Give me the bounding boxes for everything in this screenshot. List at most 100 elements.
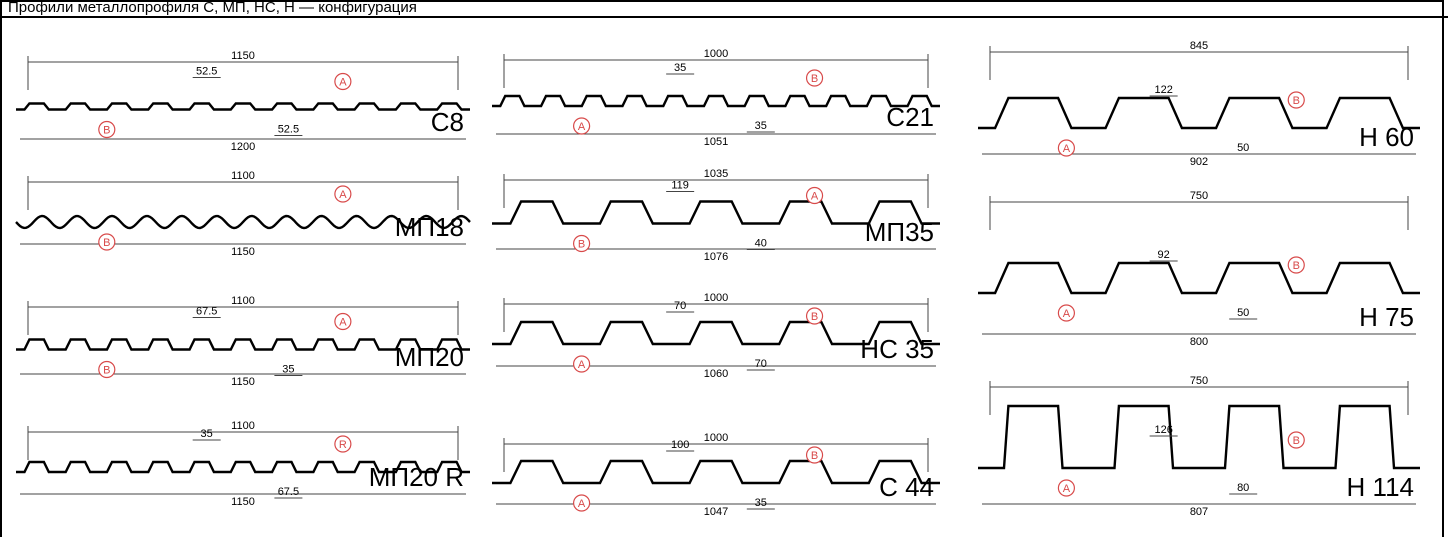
bottom-dimension-label: 1076	[704, 251, 728, 263]
marker-circle	[805, 446, 824, 464]
header-caption: Профили металлопрофиля С, МП, НС, Н — ко…	[8, 0, 417, 16]
marker-circle	[1287, 91, 1305, 109]
bottom-dimension-label: 1150	[231, 376, 255, 388]
marker-label: A	[578, 359, 586, 371]
inner-dimension-label: 67.5	[278, 486, 299, 498]
profile-name: H 75	[1359, 302, 1414, 332]
inner-dimension-label: 70	[674, 300, 686, 312]
inner-dimension-label: 50	[1237, 307, 1249, 319]
marker-circle	[572, 234, 591, 253]
bottom-dimension-label: 1150	[231, 246, 255, 258]
inner-dimension-label: 35	[674, 62, 686, 74]
profile-name: H 60	[1359, 122, 1414, 152]
marker-label: A	[339, 77, 347, 89]
marker-circle	[98, 233, 116, 251]
marker-label: B	[811, 311, 818, 323]
inner-dimension-label: 35	[755, 120, 767, 132]
marker-circle	[1057, 479, 1076, 497]
marker-label: B	[1293, 435, 1300, 447]
inner-dimension-label: 80	[1237, 482, 1249, 494]
profile-name: C21	[886, 102, 934, 132]
profile-outline	[978, 261, 1420, 295]
inner-dimension-label: 35	[201, 428, 213, 440]
marker-label: B	[811, 73, 818, 85]
marker-circle	[572, 117, 591, 135]
marker-circle	[1057, 139, 1076, 157]
marker-circle	[334, 312, 352, 331]
top-dimension-label: 1150	[231, 50, 255, 62]
profile-name: МП35	[865, 217, 934, 247]
header-divider	[0, 16, 1448, 18]
marker-label: A	[578, 121, 586, 133]
marker-label: A	[1063, 143, 1071, 155]
inner-dimension-label: 100	[671, 439, 689, 451]
top-dimension-label: 1000	[704, 432, 728, 444]
top-dimension-label: 845	[1190, 40, 1208, 52]
bottom-dimension-label: 902	[1190, 156, 1208, 168]
profile-name: C 44	[879, 472, 934, 502]
profile-name: C8	[431, 107, 464, 137]
inner-dimension-label: 92	[1158, 249, 1170, 261]
marker-circle	[98, 360, 116, 379]
marker-label: B	[1293, 95, 1300, 107]
top-dimension-label: 1000	[704, 292, 728, 304]
marker-label: R	[339, 439, 347, 451]
bottom-dimension-label: 1060	[704, 368, 728, 380]
marker-circle	[1287, 431, 1305, 449]
profile-outline	[16, 102, 470, 111]
marker-label: B	[811, 450, 818, 462]
profile-outline	[15, 214, 471, 230]
marker-label: A	[339, 189, 347, 201]
marker-label: B	[1293, 260, 1300, 272]
marker-label: B	[103, 365, 110, 377]
bottom-dimension-label: 1150	[231, 496, 255, 508]
marker-label: A	[1063, 308, 1071, 320]
inner-dimension-label: 52.5	[196, 66, 217, 78]
profile-outline	[492, 459, 940, 485]
top-dimension-label: 1000	[704, 48, 728, 60]
bottom-dimension-label: 1047	[704, 506, 728, 518]
profile-outline	[16, 460, 470, 474]
marker-label: B	[103, 125, 110, 137]
marker-circle	[805, 307, 824, 325]
inner-dimension-label: 35	[282, 364, 294, 376]
marker-label: A	[578, 498, 586, 510]
bottom-dimension-label: 1051	[704, 136, 728, 148]
marker-label: B	[103, 237, 110, 249]
marker-label: A	[1063, 483, 1071, 495]
top-dimension-label: 1100	[231, 420, 255, 432]
top-dimension-label: 1100	[231, 295, 255, 307]
inner-dimension-label: 67.5	[196, 306, 217, 318]
marker-circle	[334, 72, 352, 91]
profile-outline	[978, 96, 1420, 130]
profile-name: МП20	[395, 342, 464, 372]
profile-name: МП20 R	[369, 462, 464, 492]
inner-dimension-label: 35	[755, 497, 767, 509]
marker-circle	[1057, 304, 1076, 322]
inner-dimension-label: 70	[755, 358, 767, 370]
profile-outline	[492, 200, 940, 225]
inner-dimension-label: 119	[671, 180, 689, 192]
marker-label: B	[578, 239, 585, 251]
marker-circle	[334, 435, 352, 453]
inner-dimension-label: 50	[1237, 142, 1249, 154]
profile-outline	[492, 320, 940, 346]
marker-circle	[572, 355, 591, 373]
top-dimension-label: 1100	[231, 170, 255, 182]
profile-outline	[16, 338, 470, 351]
marker-circle	[1287, 256, 1305, 274]
marker-circle	[805, 69, 824, 87]
marker-label: A	[811, 191, 819, 203]
profile-outline	[978, 404, 1420, 470]
top-dimension-label: 1035	[704, 168, 728, 180]
top-dimension-label: 750	[1190, 190, 1208, 202]
inner-dimension-label: 126	[1154, 424, 1172, 436]
inner-dimension-label: 40	[755, 238, 767, 250]
marker-circle	[805, 186, 824, 205]
profile-name: МП18	[395, 212, 464, 242]
inner-dimension-label: 122	[1154, 84, 1172, 96]
bottom-dimension-label: 807	[1190, 506, 1208, 518]
marker-circle	[334, 185, 352, 203]
